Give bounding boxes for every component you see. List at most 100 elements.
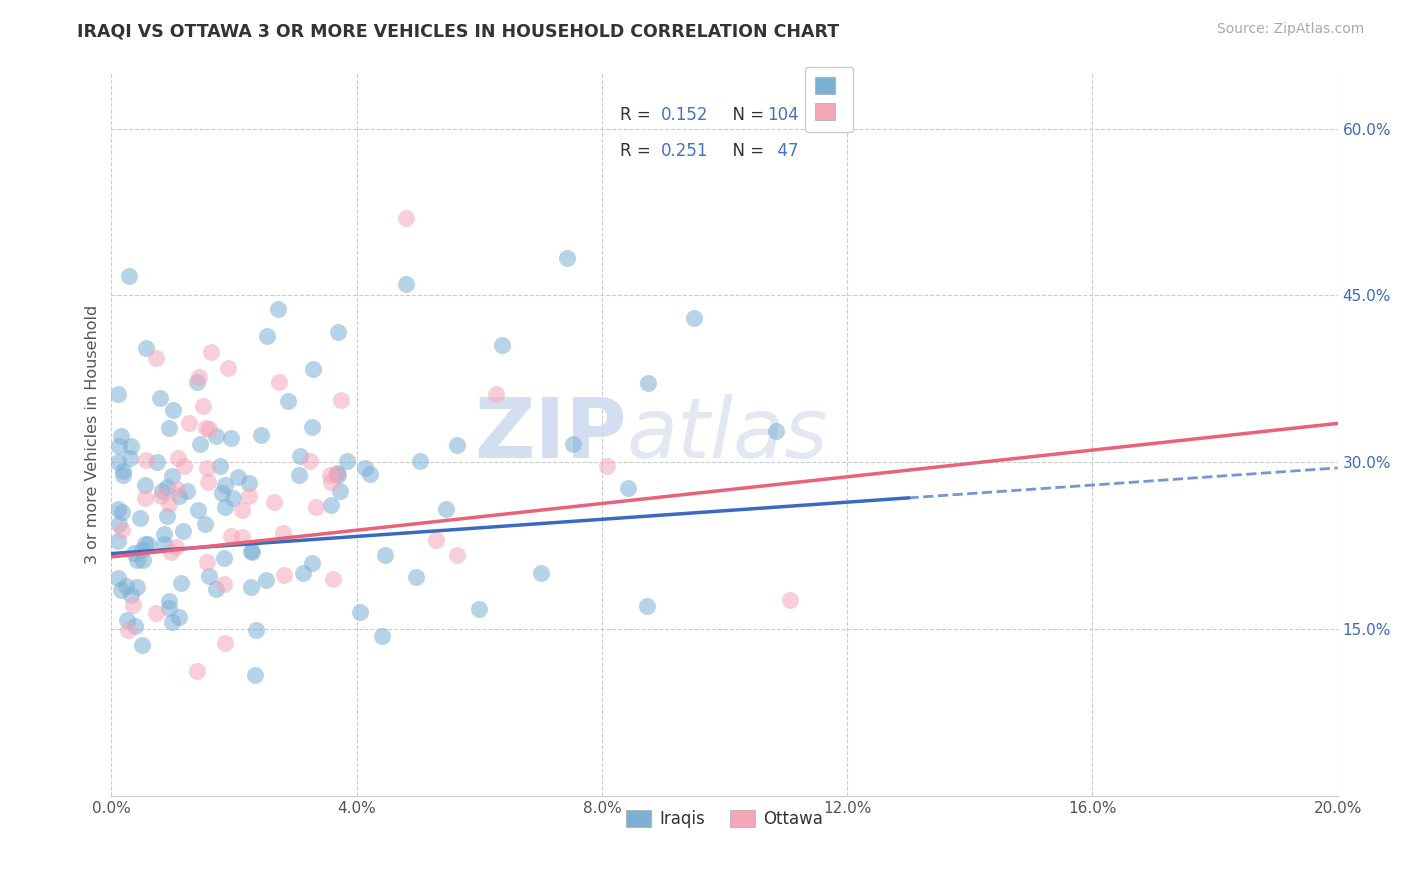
Point <box>118 268 141 283</box>
Point <box>779 593 801 607</box>
Point <box>353 461 375 475</box>
Point <box>226 469 249 483</box>
Point <box>240 580 263 594</box>
Point <box>107 534 129 549</box>
Point <box>156 509 179 524</box>
Point <box>637 376 659 391</box>
Legend: Iraqis, Ottawa: Iraqis, Ottawa <box>619 804 830 835</box>
Point <box>468 601 491 615</box>
Point <box>211 485 233 500</box>
Point <box>110 582 132 597</box>
Point <box>446 548 468 562</box>
Point <box>336 454 359 468</box>
Point <box>301 556 323 570</box>
Point <box>150 483 173 498</box>
Point <box>115 613 138 627</box>
Point <box>107 571 129 585</box>
Point <box>446 438 468 452</box>
Text: R =: R = <box>620 142 657 160</box>
Point <box>298 453 321 467</box>
Point <box>136 537 159 551</box>
Point <box>349 606 371 620</box>
Point <box>240 545 263 559</box>
Point <box>169 610 191 624</box>
Point <box>243 668 266 682</box>
Point <box>145 606 167 620</box>
Point <box>555 252 578 266</box>
Point <box>170 575 193 590</box>
Point <box>245 624 267 638</box>
Point <box>134 477 156 491</box>
Point <box>491 338 513 352</box>
Point <box>131 543 153 558</box>
Point <box>405 569 427 583</box>
Point <box>636 599 658 614</box>
Point <box>131 638 153 652</box>
Point <box>167 489 190 503</box>
Y-axis label: 3 or more Vehicles in Household: 3 or more Vehicles in Household <box>86 305 100 564</box>
Point <box>160 545 183 559</box>
Text: 104: 104 <box>768 105 799 123</box>
Point <box>124 546 146 560</box>
Point <box>214 477 236 491</box>
Point <box>146 455 169 469</box>
Point <box>434 502 457 516</box>
Point <box>124 618 146 632</box>
Point <box>166 482 188 496</box>
Point <box>132 553 155 567</box>
Point <box>197 475 219 490</box>
Point <box>212 577 235 591</box>
Point <box>288 468 311 483</box>
Point <box>127 581 149 595</box>
Point <box>167 451 190 466</box>
Point <box>195 461 218 475</box>
Point <box>683 310 706 325</box>
Point <box>765 424 787 438</box>
Point <box>157 593 180 607</box>
Point <box>305 500 328 515</box>
Point <box>301 420 323 434</box>
Point <box>204 428 226 442</box>
Point <box>240 544 263 558</box>
Point <box>134 491 156 505</box>
Point <box>231 503 253 517</box>
Point <box>330 393 353 408</box>
Point <box>110 429 132 443</box>
Point <box>271 526 294 541</box>
Point <box>172 524 194 538</box>
Point <box>238 489 260 503</box>
Point <box>263 495 285 509</box>
Point <box>273 567 295 582</box>
Point <box>160 615 183 629</box>
Point <box>221 431 243 445</box>
Point <box>111 523 134 537</box>
Point <box>157 600 180 615</box>
Point <box>120 451 142 466</box>
Point <box>186 375 208 389</box>
Text: ZIP: ZIP <box>474 394 627 475</box>
Text: atlas: atlas <box>627 394 828 475</box>
Point <box>395 277 418 292</box>
Point <box>157 497 180 511</box>
Point <box>288 449 311 463</box>
Text: IRAQI VS OTTAWA 3 OR MORE VEHICLES IN HOUSEHOLD CORRELATION CHART: IRAQI VS OTTAWA 3 OR MORE VEHICLES IN HO… <box>77 22 839 40</box>
Point <box>408 454 430 468</box>
Text: R =: R = <box>620 105 657 123</box>
Text: 0.152: 0.152 <box>661 105 709 123</box>
Point <box>194 516 217 531</box>
Point <box>374 549 396 563</box>
Point <box>187 370 209 384</box>
Point <box>188 436 211 450</box>
Point <box>205 582 228 596</box>
Point <box>219 528 242 542</box>
Point <box>302 362 325 376</box>
Point <box>186 664 208 678</box>
Point <box>238 475 260 490</box>
Point <box>111 505 134 519</box>
Point <box>187 503 209 517</box>
Point <box>231 530 253 544</box>
Point <box>149 489 172 503</box>
Point <box>596 458 619 473</box>
Point <box>195 555 218 569</box>
Point <box>200 345 222 359</box>
